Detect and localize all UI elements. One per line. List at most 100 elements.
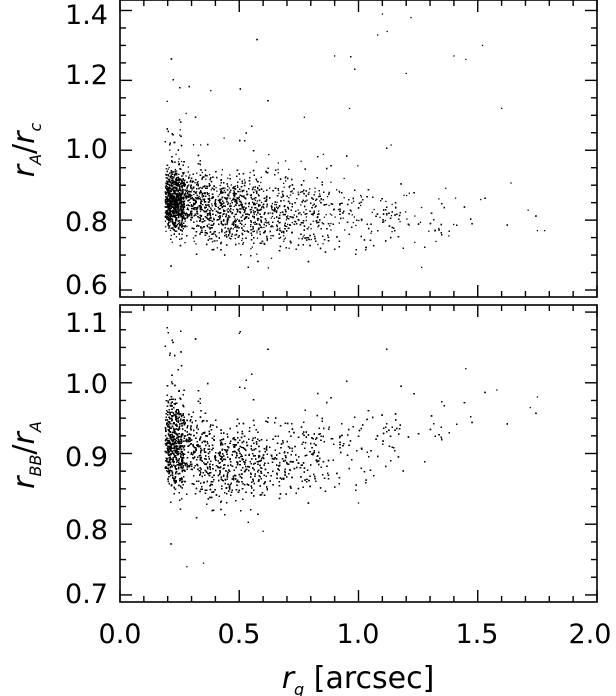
data-point <box>240 205 243 207</box>
data-point <box>166 100 168 102</box>
data-point <box>202 204 204 206</box>
data-point <box>277 172 279 174</box>
data-point <box>256 223 258 225</box>
data-point <box>317 243 319 246</box>
data-point <box>244 181 246 183</box>
data-point <box>169 229 172 232</box>
data-point <box>266 239 268 242</box>
data-point <box>186 204 188 206</box>
data-point <box>242 242 245 244</box>
data-point <box>312 220 314 222</box>
data-point <box>263 226 265 229</box>
data-point <box>234 200 237 202</box>
data-point <box>414 215 416 217</box>
data-point <box>238 243 240 245</box>
data-point <box>454 197 457 199</box>
data-point <box>201 178 203 181</box>
data-point <box>351 214 353 216</box>
data-point <box>204 207 206 210</box>
data-point <box>221 174 223 176</box>
data-point <box>172 179 174 181</box>
data-point <box>211 205 213 207</box>
data-point <box>175 236 178 238</box>
data-point <box>325 203 328 206</box>
data-point <box>181 181 183 183</box>
data-point <box>172 227 174 229</box>
data-point <box>174 210 177 212</box>
data-point <box>260 201 263 204</box>
data-point <box>329 213 332 215</box>
data-point <box>256 232 258 234</box>
data-point <box>178 158 180 160</box>
data-point <box>249 194 252 196</box>
data-point <box>234 234 236 236</box>
data-point <box>173 210 176 212</box>
data-point <box>176 200 179 202</box>
data-point <box>205 185 208 187</box>
data-point <box>259 226 262 228</box>
data-point <box>208 192 210 195</box>
data-point <box>228 193 230 195</box>
data-point <box>229 174 231 176</box>
data-point <box>188 177 190 180</box>
data-point <box>254 207 256 209</box>
data-point <box>199 186 201 189</box>
data-point <box>283 186 285 188</box>
data-point <box>210 209 213 211</box>
data-point <box>233 205 235 207</box>
data-point <box>221 230 223 232</box>
data-point <box>308 191 310 194</box>
data-point <box>350 210 352 212</box>
data-point <box>186 193 188 195</box>
data-point <box>195 214 197 217</box>
data-point <box>226 209 228 211</box>
data-point <box>408 192 410 194</box>
data-point <box>420 206 423 209</box>
data-point <box>325 214 327 216</box>
data-point <box>241 232 243 234</box>
data-point <box>257 193 260 196</box>
data-point <box>300 214 302 216</box>
data-point <box>360 204 362 207</box>
data-point <box>281 191 283 193</box>
data-point <box>232 209 234 211</box>
data-point <box>198 188 200 190</box>
data-point <box>194 197 197 199</box>
data-point <box>287 208 290 210</box>
data-point <box>334 216 336 218</box>
data-point <box>343 197 345 199</box>
data-point <box>279 229 281 231</box>
data-point <box>299 191 302 193</box>
data-point <box>200 191 202 194</box>
data-point <box>170 188 173 190</box>
data-point <box>196 224 198 226</box>
data-point <box>265 200 268 202</box>
data-point <box>323 216 326 218</box>
data-point <box>321 222 323 224</box>
data-point <box>234 226 237 228</box>
data-point <box>390 215 393 217</box>
data-point <box>188 184 190 186</box>
data-point <box>249 171 251 174</box>
data-point <box>194 191 196 193</box>
data-point <box>182 173 184 175</box>
data-point <box>259 231 261 233</box>
data-point <box>234 226 236 228</box>
data-point <box>294 221 297 223</box>
data-point <box>246 213 248 215</box>
data-point <box>289 185 291 187</box>
data-point <box>303 234 305 236</box>
data-point <box>379 216 381 218</box>
data-point <box>190 219 192 221</box>
data-point <box>249 183 251 185</box>
data-point <box>448 235 450 237</box>
data-point <box>182 198 185 200</box>
data-point <box>209 213 211 215</box>
data-point <box>405 211 407 213</box>
data-point <box>184 179 186 181</box>
data-point <box>277 207 280 209</box>
data-point <box>283 199 285 202</box>
data-point <box>213 231 215 233</box>
data-point <box>300 204 302 206</box>
data-point <box>307 237 309 239</box>
